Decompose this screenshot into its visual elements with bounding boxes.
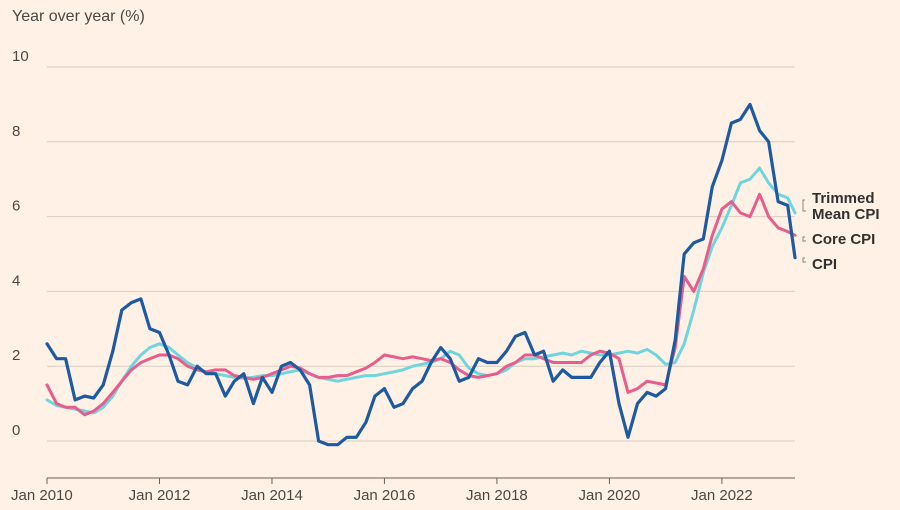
x-tick-label: Jan 2012 <box>129 487 191 504</box>
x-tick-label: Jan 2016 <box>354 487 416 504</box>
x-axis-ticks: Jan 2010 Jan 2012 Jan 2014 Jan 2016 Jan 2018… <box>11 477 795 504</box>
x-tick-label: Jan 2020 <box>579 487 641 504</box>
legend-leader <box>802 257 806 263</box>
legend-leader <box>802 199 806 212</box>
y-axis-ticks: 0 2 4 6 8 10 <box>12 48 29 439</box>
legend-label: Core CPI <box>812 231 875 248</box>
y-tick-label: 10 <box>12 48 29 65</box>
legend-label: Trimmed <box>812 190 875 207</box>
legend-label: CPI <box>812 256 837 273</box>
x-tick-label: Jan 2014 <box>241 487 303 504</box>
y-tick-label: 4 <box>12 272 20 289</box>
x-tick-label: Jan 2022 <box>691 487 753 504</box>
y-tick-label: 8 <box>12 123 20 140</box>
legend-leader <box>802 236 806 242</box>
y-tick-label: 6 <box>12 198 20 215</box>
x-tick-label: Jan 2018 <box>466 487 528 504</box>
y-tick-label: 2 <box>12 347 20 364</box>
y-tick-label: 0 <box>12 422 20 439</box>
series-line-cpi <box>45 102 797 447</box>
chart-subtitle: Year over year (%) <box>12 8 145 25</box>
series-lines <box>45 102 797 447</box>
legend-label: Mean CPI <box>812 206 880 223</box>
x-tick-label: Jan 2010 <box>11 487 73 504</box>
